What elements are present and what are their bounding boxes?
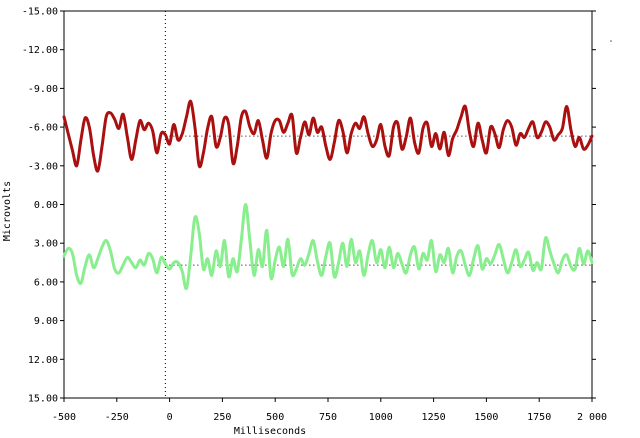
y-tick-label: 0.00 <box>34 200 58 211</box>
x-tick-label: 1500 <box>474 412 498 423</box>
y-tick-label: 15.00 <box>28 394 58 405</box>
y-tick-label: 3.00 <box>34 239 58 250</box>
y-tick-label: -6.00 <box>28 123 58 134</box>
x-axis-title: Milliseconds <box>234 426 306 437</box>
y-tick-label: -15.00 <box>22 7 58 18</box>
y-tick-label: -12.00 <box>22 45 58 56</box>
x-tick-label: 1000 <box>369 412 393 423</box>
series-line-1 <box>62 99 594 173</box>
x-tick-label: 750 <box>319 412 337 423</box>
y-tick-label: 9.00 <box>34 316 58 327</box>
x-tick-label: -500 <box>52 412 76 423</box>
series-line-2 <box>62 202 594 291</box>
y-tick-label: -3.00 <box>28 161 58 172</box>
y-tick-label: 12.00 <box>28 355 58 366</box>
x-tick-label: -250 <box>105 412 129 423</box>
corner-dot <box>610 40 612 42</box>
y-axis-title: Microvolts <box>2 181 13 241</box>
y-tick-label: 6.00 <box>34 277 58 288</box>
x-tick-label: 500 <box>266 412 284 423</box>
x-tick-label: 1250 <box>422 412 446 423</box>
plot-area <box>63 10 593 399</box>
x-tick-label: 0 <box>167 412 173 423</box>
x-tick-label: 250 <box>213 412 231 423</box>
x-tick-label: 2 000 <box>577 412 607 423</box>
x-tick-label: 1750 <box>527 412 551 423</box>
y-tick-label: -9.00 <box>28 84 58 95</box>
